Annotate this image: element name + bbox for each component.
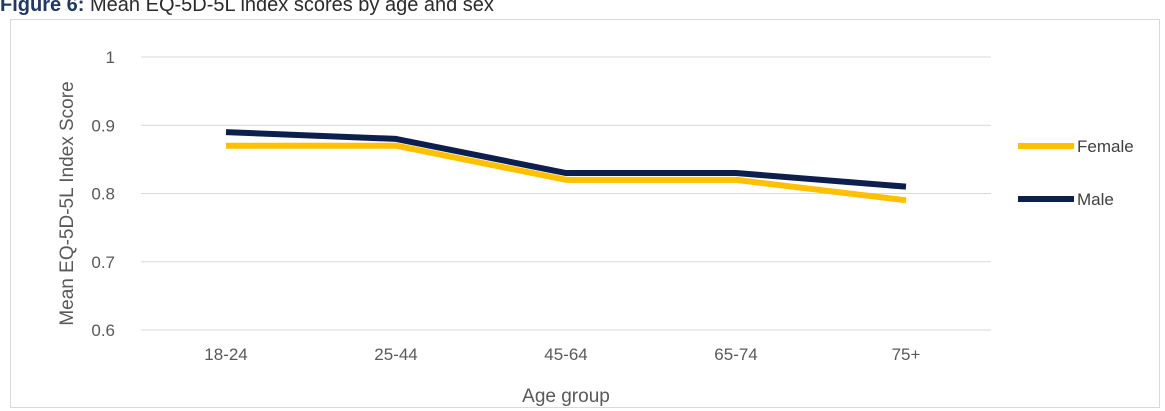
x-tick-label: 75+: [892, 345, 921, 364]
figure-caption-text: Mean EQ-5D-5L index scores by age and se…: [90, 0, 494, 16]
line-chart: 0.6 0.7 0.8 0.9 1 18-24 25-44 45-64 65-74 75+ Fe…: [57, 48, 1134, 407]
x-axis-title: Age group: [522, 386, 610, 407]
series-lines: [225, 129, 907, 204]
y-tick-label: 0.8: [91, 185, 115, 204]
x-tick-label: 18-24: [204, 345, 247, 364]
x-tick-label: 45-64: [544, 345, 587, 364]
legend-label-male: Male: [1077, 190, 1114, 209]
gridlines: [141, 56, 991, 331]
y-tick-label: 1: [106, 48, 115, 67]
chart-frame: 0.6 0.7 0.8 0.9 1 18-24 25-44 45-64 65-74 75+ Fe…: [10, 19, 1160, 408]
y-tick-label: 0.6: [91, 321, 115, 340]
series-line-female: [226, 142, 907, 204]
y-axis-title: Mean EQ-5D-5L Index Score: [57, 81, 78, 325]
series-line-male: [225, 129, 907, 190]
x-axis-ticks: 18-24 25-44 45-64 65-74 75+: [204, 345, 920, 364]
y-axis-ticks: 0.6 0.7 0.8 0.9 1: [91, 48, 115, 340]
x-tick-label: 65-74: [714, 345, 757, 364]
figure-caption: Figure 6: Mean EQ-5D-5L index scores by …: [0, 0, 494, 17]
legend: Female Male: [1018, 137, 1134, 209]
x-tick-label: 25-44: [374, 345, 417, 364]
legend-label-female: Female: [1077, 137, 1134, 156]
y-tick-label: 0.9: [91, 116, 115, 135]
y-tick-label: 0.7: [91, 253, 115, 272]
figure-caption-label: Figure 6:: [0, 0, 85, 16]
